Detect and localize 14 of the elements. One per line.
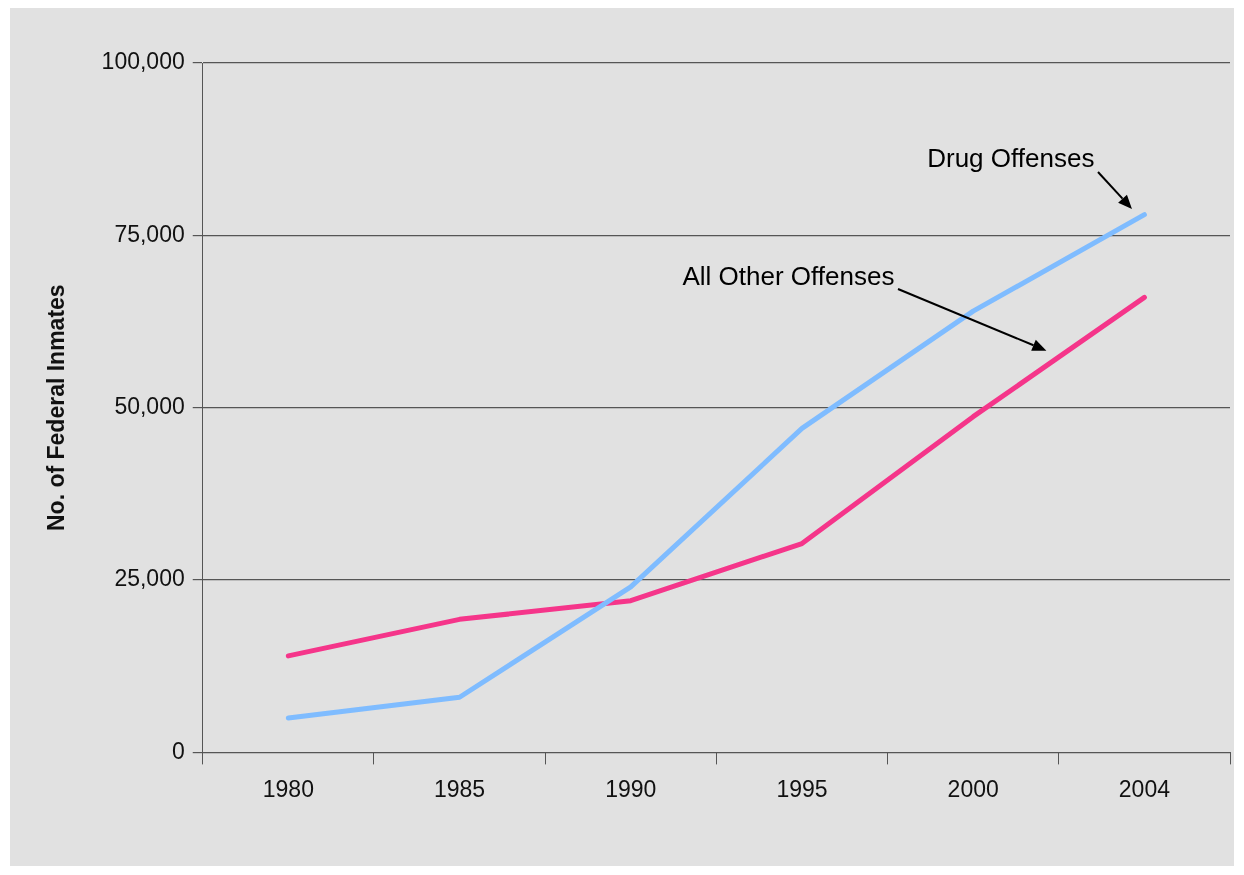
y-tick-label: 0 xyxy=(171,737,185,764)
y-tick-label: 100,000 xyxy=(101,48,185,75)
y-tick-label: 50,000 xyxy=(114,393,185,420)
y-axis-title: No. of Federal Inmates xyxy=(43,284,70,532)
x-tick-label: 1995 xyxy=(776,775,828,802)
x-tick-label: 2004 xyxy=(1118,775,1171,802)
text: Drug Offenses xyxy=(927,142,1095,173)
x-tick-label: 1980 xyxy=(262,775,314,802)
x-tick-label: 2000 xyxy=(947,775,999,802)
text: All Other Offenses xyxy=(682,260,895,291)
x-tick-label: 1985 xyxy=(433,775,486,802)
y-tick-label: 25,000 xyxy=(114,565,185,592)
y-tick-label: 75,000 xyxy=(114,220,185,247)
x-tick-label: 1990 xyxy=(605,775,657,802)
